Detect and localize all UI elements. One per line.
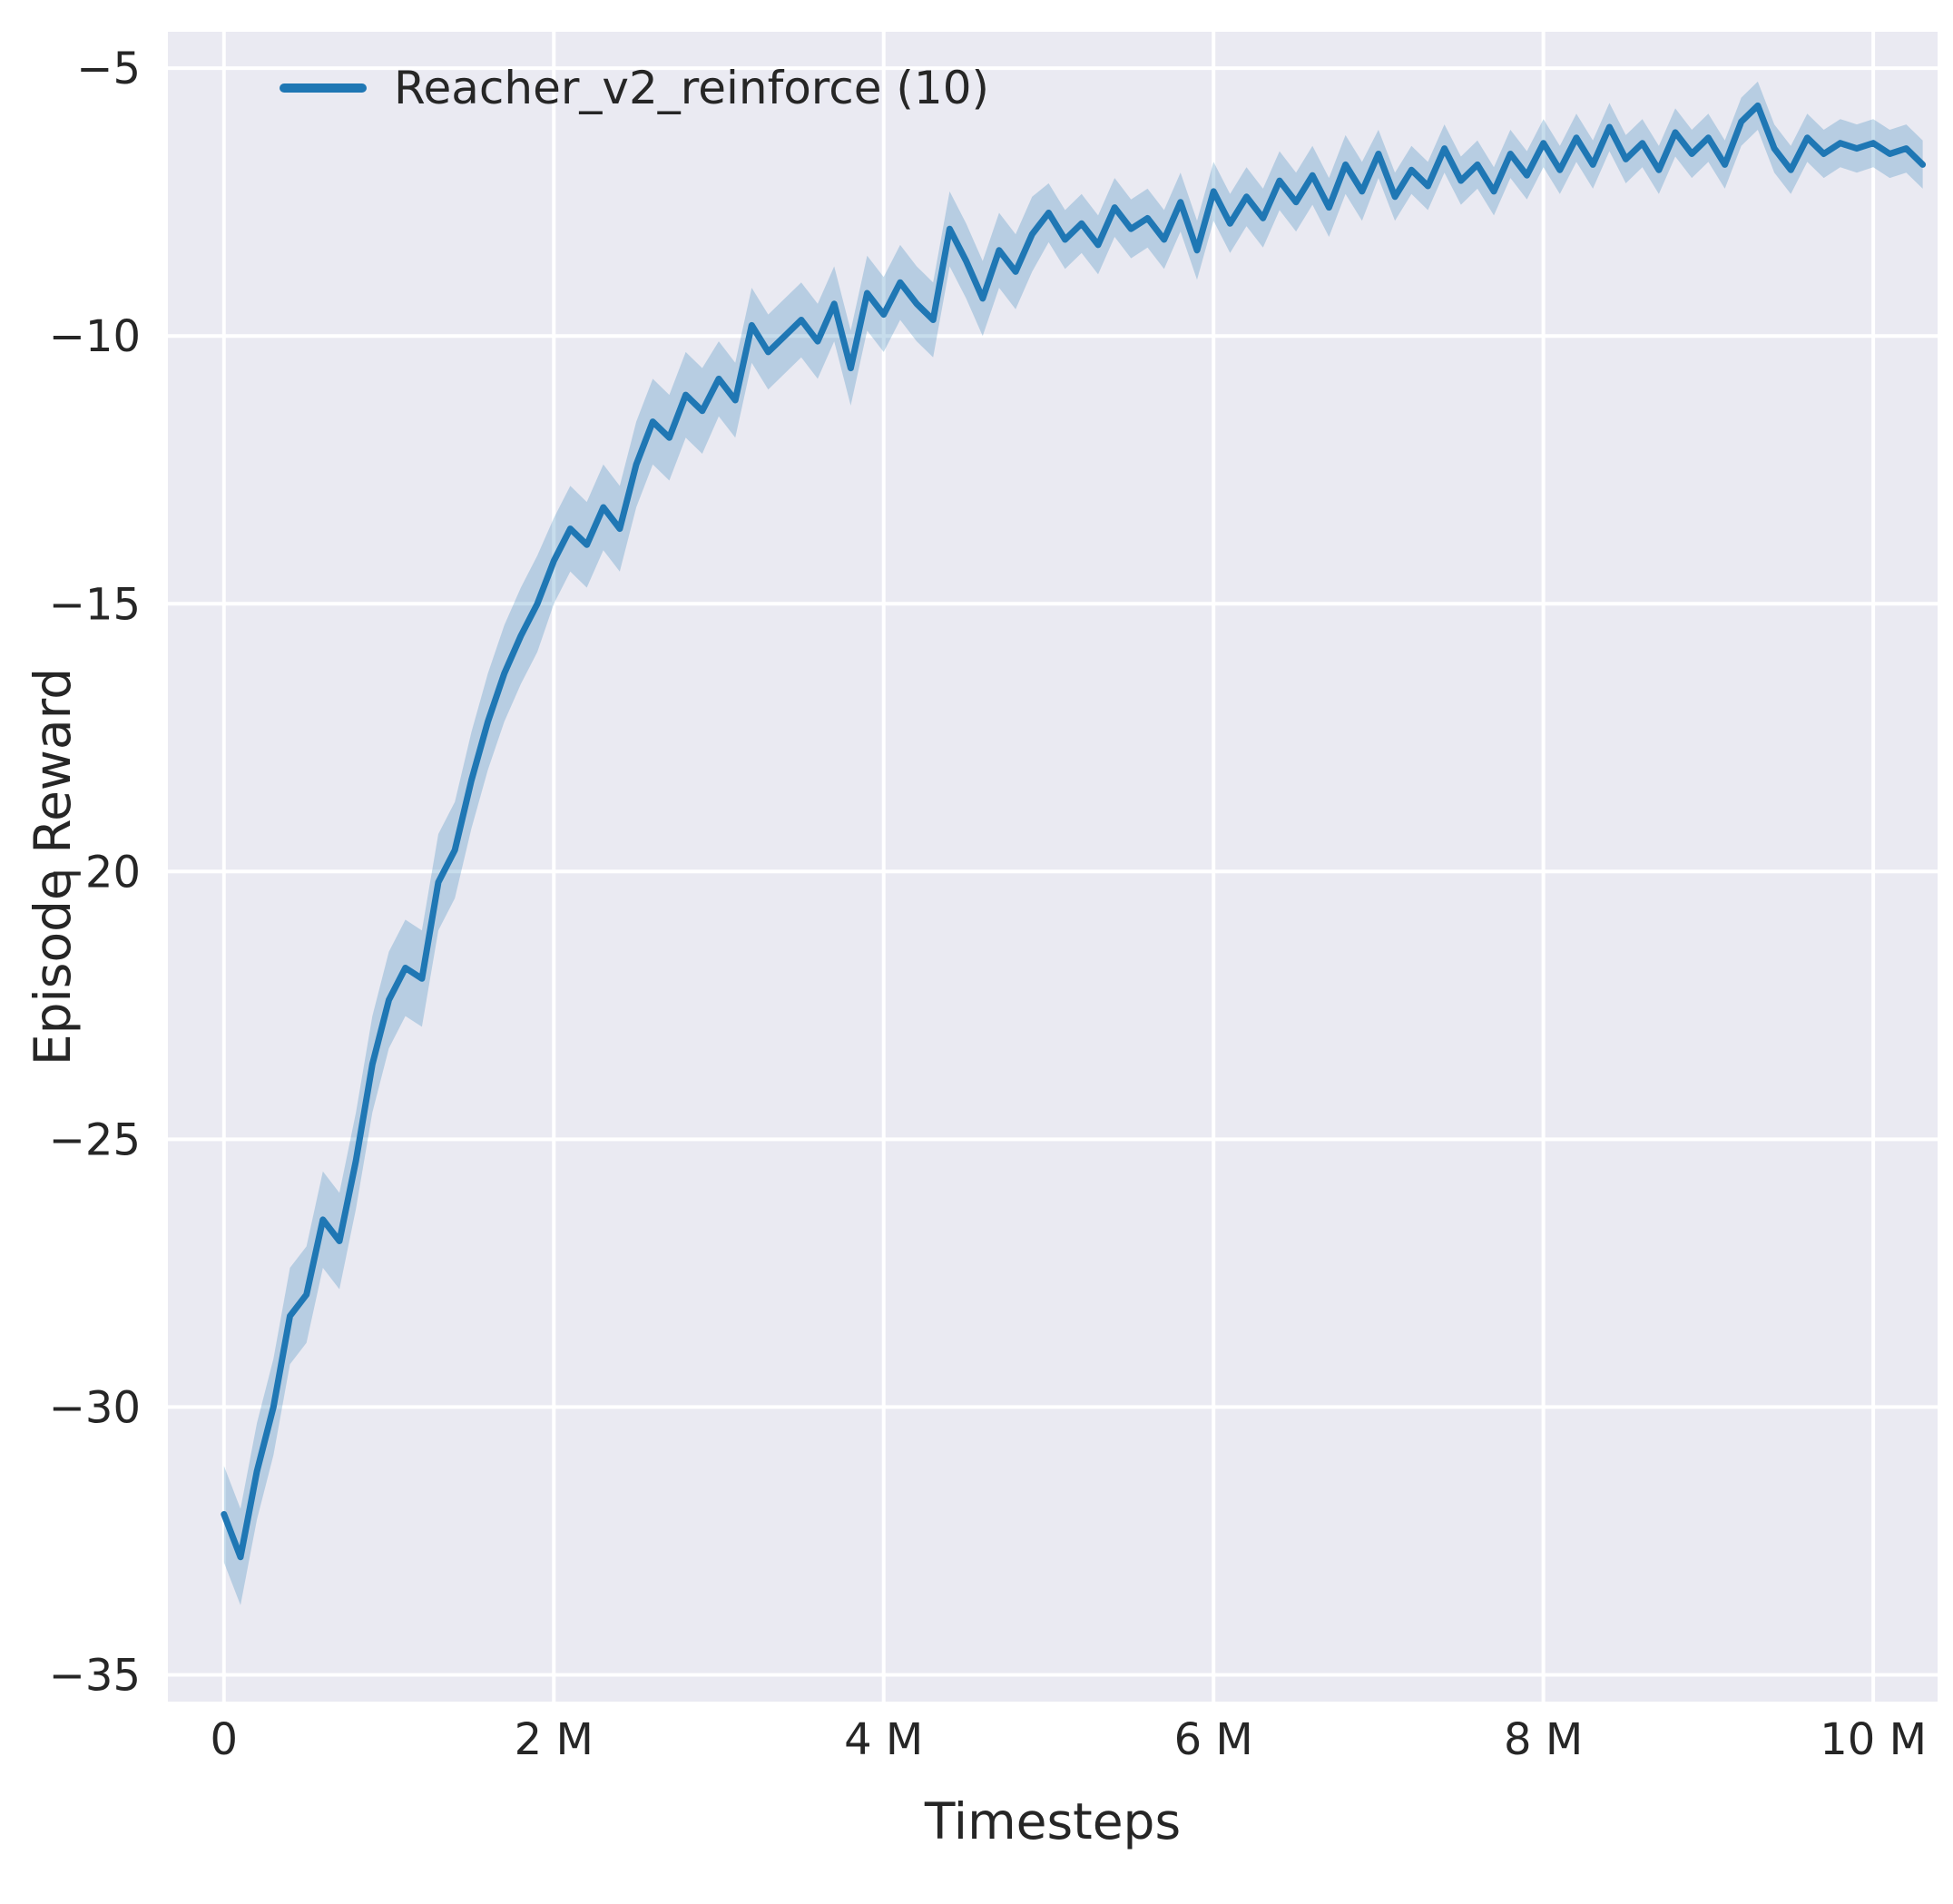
x-axis-label: Timesteps (924, 1792, 1182, 1850)
x-tick-label: 10 M (1820, 1714, 1927, 1765)
legend-line-swatch (280, 83, 367, 93)
x-tick-label: 8 M (1504, 1714, 1583, 1765)
x-tick-label: 0 (211, 1714, 239, 1765)
x-tick-label: 6 M (1174, 1714, 1253, 1765)
y-tick-label: −10 (49, 311, 141, 362)
x-tick-label: 4 M (844, 1714, 923, 1765)
y-tick-label: −25 (49, 1114, 141, 1165)
y-tick-label: −5 (76, 44, 141, 94)
y-tick-label: −20 (49, 847, 141, 898)
y-tick-label: −15 (49, 579, 141, 630)
confidence-band (223, 81, 1923, 1605)
y-tick-label: −35 (49, 1650, 141, 1701)
y-tick-label: −30 (49, 1382, 141, 1433)
legend-label: Reacher_v2_reinforce (10) (394, 62, 990, 114)
axes-background (168, 32, 1938, 1702)
y-axis-label: Episode Reward (24, 667, 82, 1066)
x-tick-label: 2 M (515, 1714, 594, 1765)
legend: Reacher_v2_reinforce (10) (280, 62, 989, 114)
reward-line (221, 102, 1927, 1561)
